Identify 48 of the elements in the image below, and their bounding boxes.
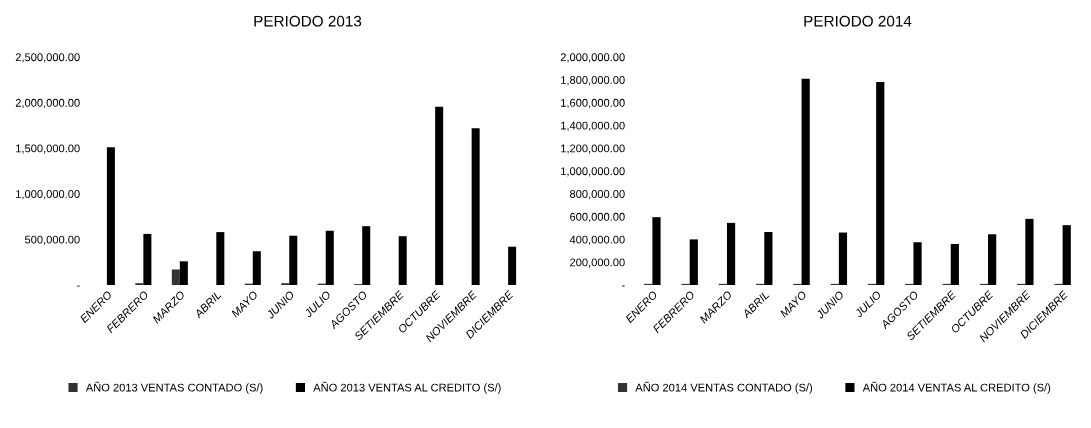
y-tick-label: - <box>621 285 625 287</box>
bar <box>988 234 997 285</box>
y-tick-label: 2,000,000.00 <box>15 98 80 109</box>
bar <box>913 242 922 285</box>
bar <box>876 82 885 285</box>
chart-title: PERIODO 2014 <box>804 15 912 27</box>
bar <box>216 232 225 285</box>
y-tick-label: 2,500,000.00 <box>15 53 80 63</box>
y-tick-label: 1,600,000.00 <box>561 98 625 109</box>
bar <box>1025 218 1034 285</box>
y-tick-label: 800,000.00 <box>570 190 625 200</box>
bar <box>252 251 261 285</box>
bar <box>726 222 736 285</box>
y-tick-label: - <box>76 285 80 287</box>
legend-label: AÑO 2014 VENTAS CONTADO (S/) <box>635 381 813 394</box>
bar <box>652 217 661 285</box>
y-tick-label: 1,800,000.00 <box>561 76 625 86</box>
bar <box>143 233 152 285</box>
bar <box>764 231 773 285</box>
bar <box>179 261 188 285</box>
bar <box>471 128 480 285</box>
y-tick-label: 1,200,000.00 <box>561 144 625 154</box>
bar <box>1062 225 1071 285</box>
bar <box>289 235 298 285</box>
y-tick-label: 200,000.00 <box>570 258 625 268</box>
y-tick-label: 1,000,000.00 <box>561 167 625 177</box>
y-tick-label: 600,000.00 <box>570 212 625 223</box>
bar <box>950 243 959 285</box>
legend-label: AÑO 2014 VENTAS AL CREDITO (S/) <box>862 381 1051 394</box>
bar <box>325 230 334 285</box>
legend-label: AÑO 2013 VENTAS CONTADO (S/) <box>85 381 263 394</box>
bar <box>435 106 444 285</box>
y-tick-label: 1,500,000.00 <box>16 144 80 154</box>
y-tick-label: 500,000.00 <box>24 235 80 245</box>
chart-title: PERIODO 2013 <box>254 15 362 27</box>
y-tick-label: 1,000,000.00 <box>16 190 80 200</box>
y-tick-label: 1,400,000.00 <box>561 121 625 131</box>
bar <box>689 239 698 285</box>
bar <box>838 232 848 285</box>
legend-label: AÑO 2013 VENTAS AL CREDITO (S/) <box>313 381 501 394</box>
bar <box>398 236 407 285</box>
bar <box>508 246 517 285</box>
bar <box>171 269 180 285</box>
y-tick-label: 400,000.00 <box>569 235 625 245</box>
y-tick-label: 2,000,000.00 <box>560 53 625 63</box>
bar <box>362 226 371 285</box>
bar <box>801 78 810 285</box>
bar <box>106 147 115 285</box>
